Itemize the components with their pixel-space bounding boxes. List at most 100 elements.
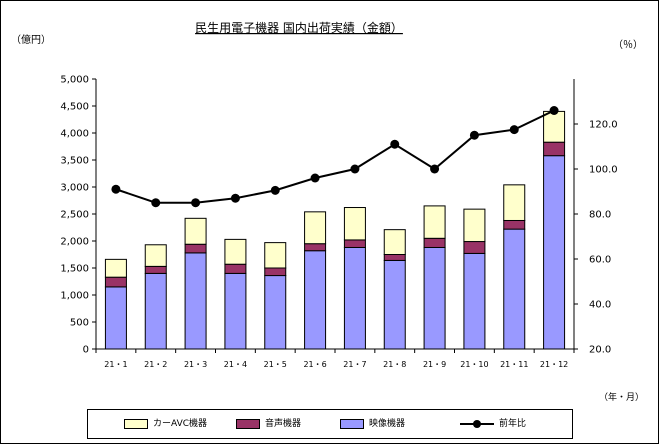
bar-audio (304, 243, 327, 252)
legend-swatch-video (340, 418, 364, 429)
y-left-tick-label: 500 (70, 318, 89, 329)
line-layer (111, 106, 559, 208)
bar-video (343, 246, 366, 350)
legend-item-video: 映像機器 (340, 418, 405, 430)
bar-car-avc (224, 238, 247, 265)
y-left-tick-label: 2,500 (60, 210, 89, 221)
y-left-tick-label: 4,000 (60, 129, 89, 140)
yoy-point (469, 130, 479, 140)
x-tick-label: 21・6 (303, 360, 326, 369)
bar-car-avc (463, 208, 486, 243)
bar-video (264, 275, 287, 350)
axes (92, 78, 578, 353)
legend-label-car-avc: カーAVC機器 (153, 419, 208, 429)
y-right-tick-label: 100.0 (589, 165, 618, 176)
bar-car-avc (543, 110, 566, 143)
y-right-tick-label: 40.0 (589, 300, 611, 311)
bar-video (144, 272, 167, 350)
x-tick-label: 21・11 (500, 360, 528, 369)
x-tick-label: 21・8 (383, 360, 406, 369)
y-right-tick-label: 80.0 (589, 210, 611, 221)
bar-video (383, 259, 406, 350)
x-tick-label: 21・5 (264, 360, 287, 369)
legend-label-video: 映像機器 (369, 419, 406, 429)
bar-car-avc (383, 229, 406, 256)
bar-audio (503, 219, 526, 230)
bar-video (423, 246, 446, 350)
legend-swatch-audio (236, 418, 260, 429)
yoy-point (230, 193, 240, 203)
y-left-tick-label: 2,000 (60, 237, 89, 248)
x-tick-label: 21・9 (423, 360, 446, 369)
bar-audio (264, 267, 287, 277)
yoy-point (509, 125, 519, 135)
y-right-unit: （％） (613, 39, 643, 51)
y-left-tick-label: 1,000 (60, 291, 89, 302)
bar-audio (543, 141, 566, 157)
yoy-point (151, 198, 161, 208)
legend-item-audio: 音声機器 (236, 418, 301, 430)
legend-item-car-avc: カーAVC機器 (124, 418, 207, 430)
yoy-point (111, 184, 121, 194)
x-tick-label: 21・7 (343, 360, 366, 369)
bar-car-avc (264, 242, 287, 269)
legend-label-audio: 音声機器 (265, 419, 302, 429)
yoy-point (430, 164, 440, 174)
yoy-point (549, 106, 559, 115)
y-left-tick-label: 5,000 (60, 75, 89, 86)
bar-video (304, 250, 327, 350)
yoy-line (115, 109, 555, 204)
bar-audio (463, 241, 486, 254)
x-tick-label: 21・2 (144, 360, 167, 369)
bar-layer (104, 110, 566, 350)
y-left-tick-label: 3,500 (60, 156, 89, 167)
chart-title: 民生用電子機器 国内出荷実績（金額） (195, 20, 403, 35)
bar-audio (423, 237, 446, 248)
chart-plot: 民生用電子機器 国内出荷実績（金額） （億円） （％） （年・月） 0 500 1,… (11, 20, 644, 403)
legend-swatch-car-avc (124, 418, 148, 429)
bar-car-avc (144, 244, 167, 267)
bar-audio (104, 276, 127, 288)
y-right-tick-label: 60.0 (589, 255, 611, 266)
bar-car-avc (343, 207, 366, 241)
bar-video (184, 252, 207, 350)
x-tick-label: 21・10 (460, 360, 488, 369)
yoy-point (191, 198, 201, 208)
y-left-tick-label: 0 (83, 345, 89, 356)
bar-audio (184, 243, 207, 254)
y-left-unit: （億円） (11, 33, 51, 46)
x-tick-label: 21・12 (540, 360, 568, 369)
bar-car-avc (503, 184, 526, 221)
bar-car-avc (184, 217, 207, 245)
bar-video (503, 228, 526, 350)
bar-car-avc (304, 211, 327, 245)
tick-labels: 0 500 1,000 1,500 2,000 2,500 3,000 3,500 4,000 4… (60, 75, 617, 370)
bar-video (224, 272, 247, 350)
y-right-tick-label: 20.0 (589, 345, 611, 356)
legend-marker-yoy (460, 419, 494, 428)
bar-audio (224, 263, 247, 274)
legend-label-yoy: 前年比 (499, 419, 527, 429)
x-unit: （年・月） (599, 391, 644, 403)
y-left-tick-label: 3,000 (60, 183, 89, 194)
yoy-point (270, 185, 280, 195)
x-tick-label: 21・3 (184, 360, 207, 369)
y-right-tick-label: 120.0 (589, 120, 618, 131)
bar-car-avc (423, 205, 446, 239)
y-left-tick-label: 4,500 (60, 102, 89, 113)
legend: カーAVC機器 音声機器 映像機器 前年比 (87, 409, 573, 439)
bar-video (463, 252, 486, 350)
bar-audio (383, 254, 406, 261)
yoy-point (390, 139, 400, 149)
yoy-point (310, 173, 320, 183)
bar-audio (343, 239, 366, 248)
bar-video (104, 286, 127, 350)
bar-video (543, 155, 566, 350)
x-tick-label: 21・4 (224, 360, 247, 369)
x-tick-label: 21・1 (104, 360, 127, 369)
y-left-tick-label: 1,500 (60, 264, 89, 275)
yoy-point (350, 164, 360, 174)
legend-item-yoy: 前年比 (460, 418, 526, 430)
bar-audio (144, 265, 167, 274)
